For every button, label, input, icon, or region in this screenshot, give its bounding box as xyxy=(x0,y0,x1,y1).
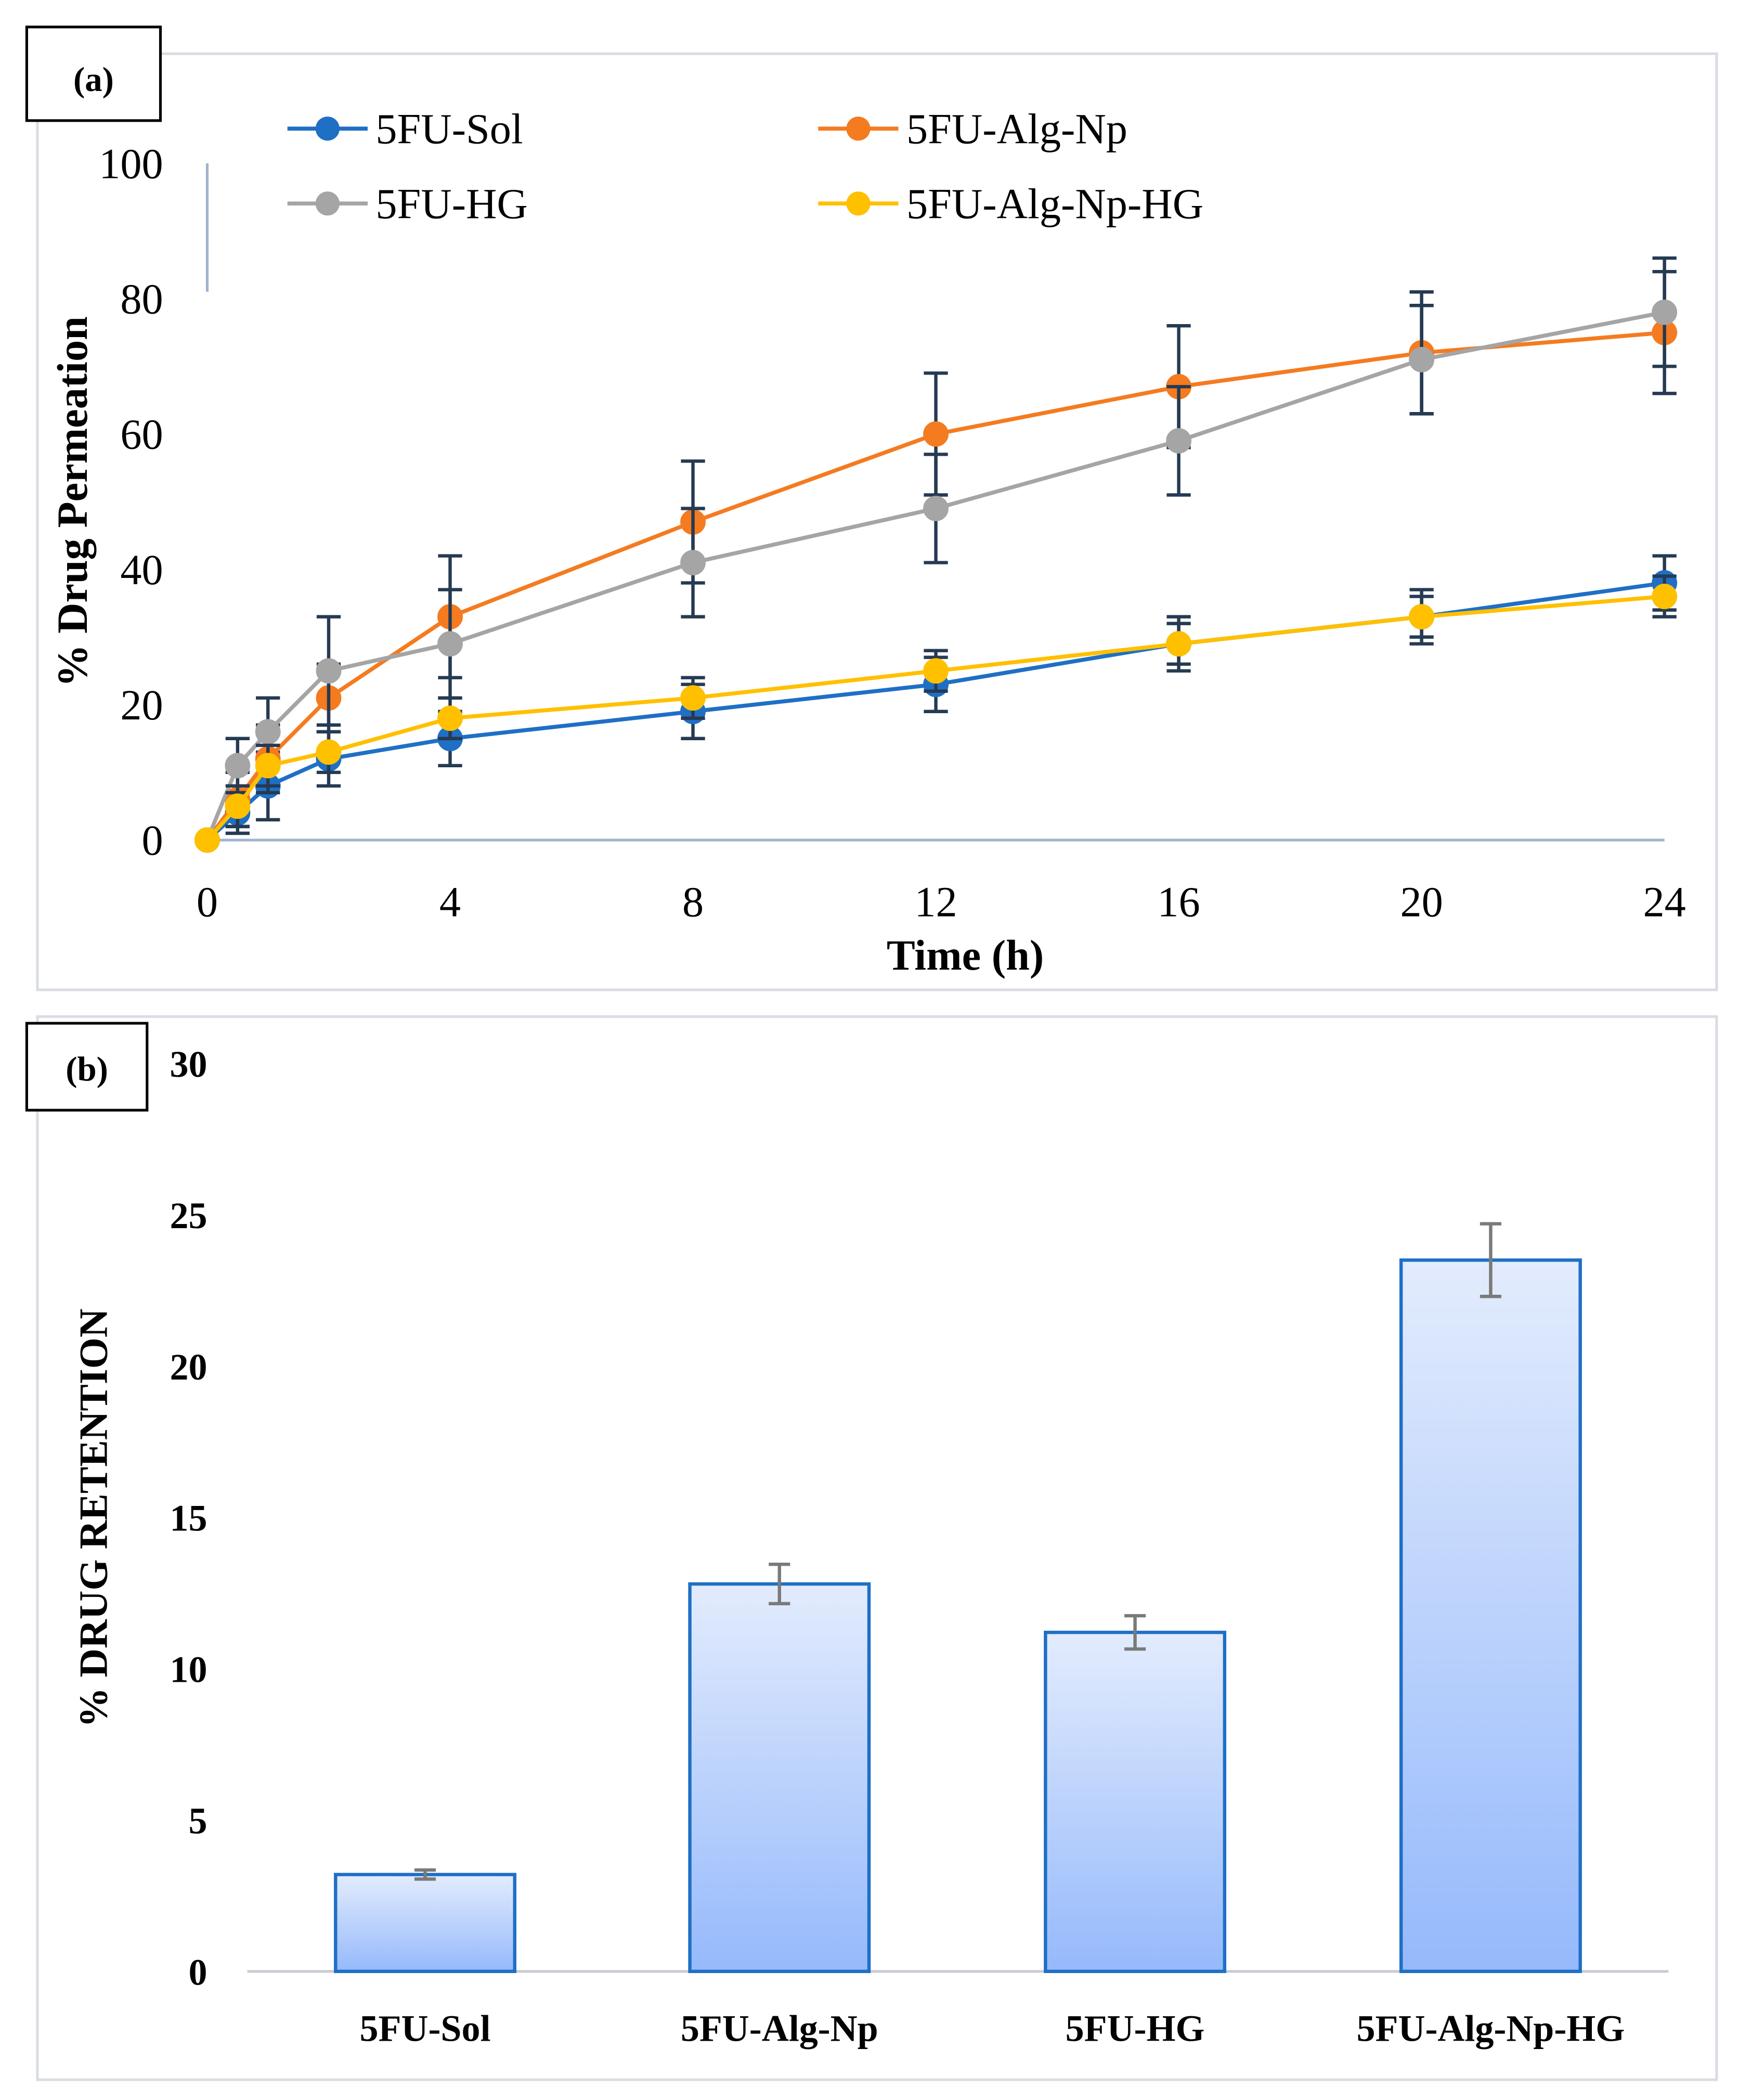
data-point xyxy=(680,685,706,711)
legend-label: 5FU-Alg-Np-HG xyxy=(906,180,1203,227)
x-tick-label: 4 xyxy=(439,878,461,925)
bar xyxy=(334,1873,516,1973)
data-point xyxy=(225,793,251,819)
panel-a-frame xyxy=(36,52,1718,991)
y-tick-label: 80 xyxy=(120,276,163,323)
x-tick-label: 5FU-Alg-Np-HG xyxy=(1357,2007,1625,2049)
legend-label: 5FU-HG xyxy=(375,180,527,227)
panel-b-y-axis-label: % DRUG RETENTION xyxy=(71,1309,116,1728)
data-point xyxy=(1652,584,1678,610)
y-tick-label: 5 xyxy=(188,1800,207,1842)
bar xyxy=(1044,1630,1227,1973)
data-point xyxy=(255,719,281,745)
data-point xyxy=(1409,346,1435,372)
panel-b-label-box xyxy=(25,1022,149,1112)
x-tick-label: 24 xyxy=(1643,878,1685,925)
bar xyxy=(688,1582,871,1973)
legend-item: 5FU-Alg-Np xyxy=(818,106,1127,153)
x-tick-label: 20 xyxy=(1400,878,1443,925)
data-point xyxy=(194,827,220,853)
bar-group: 5FU-Alg-Np-HG xyxy=(1357,1222,1625,2049)
error-bar xyxy=(414,1868,436,1881)
series-line xyxy=(205,310,1665,841)
y-tick-label: 15 xyxy=(170,1498,207,1539)
x-tick-label: 8 xyxy=(682,878,704,925)
series-line xyxy=(205,594,1665,842)
legend-marker xyxy=(846,117,871,141)
panel-a-label: (a) xyxy=(73,60,114,99)
legend-marker xyxy=(315,117,340,141)
legend-item: 5FU-Sol xyxy=(287,106,523,153)
y-tick-label: 30 xyxy=(170,1043,207,1085)
panel-a-x-axis-label: Time (h) xyxy=(887,932,1044,979)
error-bar xyxy=(1124,1614,1146,1651)
data-point xyxy=(437,631,463,657)
series-5fu-alg-np-hg xyxy=(194,574,1678,853)
bar-group: 5FU-Alg-Np xyxy=(681,1562,878,2049)
x-tick-label: 5FU-HG xyxy=(1066,2007,1205,2049)
data-point xyxy=(316,739,342,765)
panel-b-frame xyxy=(36,1015,1718,2081)
data-point xyxy=(923,496,949,521)
bar-group: 5FU-Sol xyxy=(334,1868,516,2049)
panel-a-label-box xyxy=(25,25,162,122)
x-tick-label: 16 xyxy=(1157,878,1200,925)
y-tick-label: 0 xyxy=(142,817,163,864)
panel-a-y-axis-label: % Drug Permeation xyxy=(49,316,96,687)
x-tick-label: 0 xyxy=(197,878,218,925)
legend-label: 5FU-Sol xyxy=(375,106,523,153)
series-5fu-hg xyxy=(194,256,1678,853)
data-point xyxy=(1652,299,1678,325)
data-point xyxy=(1166,428,1191,454)
data-point xyxy=(316,658,342,684)
panel-b: (b) % DRUG RETENTION 0 5 10 15 20 25 30 5FU-So… xyxy=(25,1015,1718,2081)
y-tick-label: 60 xyxy=(120,411,163,458)
y-tick-label: 0 xyxy=(188,1951,207,1993)
error-bar xyxy=(1480,1222,1501,1298)
x-tick-label: 5FU-Sol xyxy=(360,2007,491,2049)
data-point xyxy=(923,421,949,447)
x-tick-label: 5FU-Alg-Np xyxy=(681,2007,878,2049)
panel-b-label: (b) xyxy=(66,1050,108,1089)
legend-label: 5FU-Alg-Np xyxy=(906,106,1127,153)
legend-marker xyxy=(315,191,340,216)
error-bar xyxy=(769,1562,790,1606)
legend-item: 5FU-Alg-Np-HG xyxy=(818,180,1203,227)
bar xyxy=(1399,1258,1582,1973)
bar-group: 5FU-HG xyxy=(1044,1614,1227,2049)
y-tick-label: 20 xyxy=(120,681,163,729)
y-tick-label: 20 xyxy=(170,1346,207,1388)
legend-marker xyxy=(846,191,871,216)
y-tick-label: 25 xyxy=(170,1195,207,1236)
panel-a: (a) % Drug Permeation Time (h) 020406080… xyxy=(25,25,1718,991)
data-point xyxy=(255,753,281,779)
series-line xyxy=(205,330,1665,842)
y-tick-label: 40 xyxy=(120,546,163,594)
y-tick-label: 100 xyxy=(99,140,163,187)
series-5fu-sol xyxy=(194,554,1678,853)
legend-item: 5FU-HG xyxy=(287,180,528,227)
data-point xyxy=(1409,604,1435,630)
y-tick-label: 10 xyxy=(170,1649,207,1691)
data-point xyxy=(923,658,949,684)
x-tick-label: 12 xyxy=(914,878,957,925)
data-point xyxy=(225,753,251,779)
data-point xyxy=(437,705,463,731)
data-point xyxy=(1166,631,1191,657)
data-point xyxy=(680,550,706,575)
